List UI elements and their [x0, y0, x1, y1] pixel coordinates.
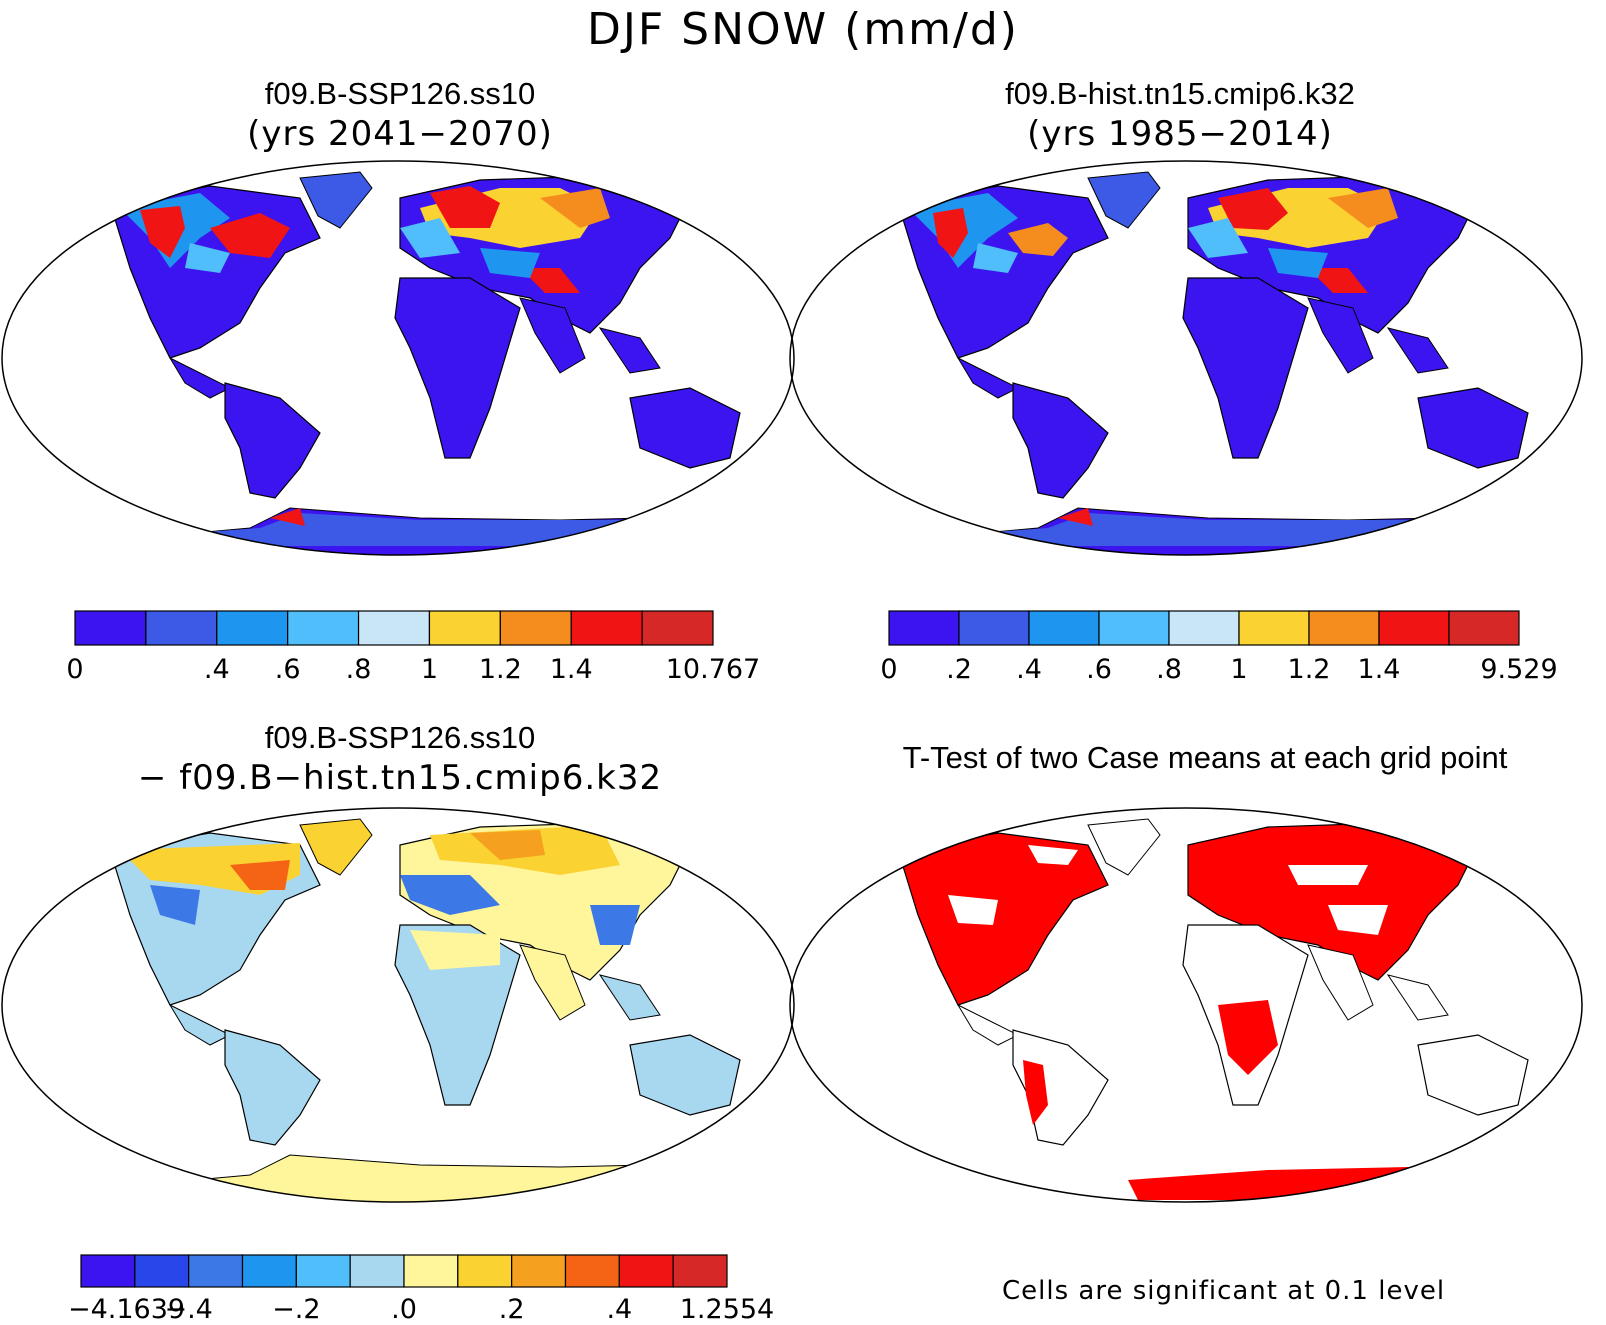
colorbar-swatch — [457, 1254, 513, 1288]
colorbar-swatch — [672, 1254, 728, 1288]
colorbar-tick-label: 9.529 — [1480, 654, 1558, 685]
panel-historical-title: f09.B-hist.tn15.cmip6.k32 — [1005, 76, 1355, 111]
colorbar-swatch — [1098, 610, 1170, 646]
panel-difference-subtitle: − f09.B−hist.tn15.cmip6.k32 — [137, 758, 663, 798]
colorbar-swatch — [349, 1254, 405, 1288]
colorbar-tick-label: 1 — [420, 654, 439, 685]
colorbar-swatch — [499, 610, 572, 646]
panel-historical-subtitle: (yrs 1985−2014) — [1027, 114, 1333, 154]
colorbar-tick-label: 1.4 — [549, 654, 593, 685]
colorbar-tick-label: 1.4 — [1357, 654, 1401, 685]
colorbar-swatch — [1448, 610, 1520, 646]
colorbar-swatch — [188, 1254, 244, 1288]
colorbar-swatch — [357, 610, 431, 646]
colorbar-tick-label: 0 — [880, 654, 898, 685]
colorbar-tick-label: .4 — [203, 654, 230, 685]
panel-future-title: f09.B-SSP126.ss10 — [264, 76, 536, 111]
colorbar-difference — [80, 1254, 728, 1288]
colorbar-historical — [888, 610, 1520, 646]
colorbar-tick-label: −4.1639 — [68, 1294, 186, 1325]
colorbar-future-labels: 0 .4 .6 .8 1 1.2 1.4 10.767 — [66, 654, 774, 688]
colorbar-swatch — [74, 610, 147, 646]
colorbar-tick-label: 1.2 — [478, 654, 522, 685]
colorbar-tick-label: .2 — [498, 1294, 525, 1325]
colorbar-difference-labels: −4.1639 −.4 −.2 .0 .2 .4 1.2554 — [68, 1294, 800, 1325]
figure-title: DJF SNOW (mm/d) — [587, 4, 1019, 55]
colorbar-swatch — [1308, 610, 1380, 646]
map-ttest — [788, 805, 1584, 1205]
colorbar-tick-label: .8 — [1156, 654, 1182, 685]
colorbar-tick-label: .4 — [606, 1294, 633, 1325]
colorbar-tick-label: 1.2 — [1287, 654, 1331, 685]
colorbar-swatch — [618, 1254, 674, 1288]
colorbar-swatch — [570, 610, 643, 646]
colorbar-swatch — [80, 1254, 136, 1288]
colorbar-tick-label: .6 — [1086, 654, 1112, 685]
colorbar-tick-label: .6 — [274, 654, 301, 685]
colorbar-swatch — [511, 1254, 567, 1288]
colorbar-swatch — [241, 1254, 297, 1288]
colorbar-swatch — [958, 610, 1030, 646]
colorbar-tick-label: .2 — [946, 654, 972, 685]
colorbar-tick-label: .0 — [391, 1294, 417, 1325]
colorbar-tick-label: .4 — [1016, 654, 1042, 685]
colorbar-swatch — [295, 1254, 351, 1288]
colorbar-tick-label: 0 — [66, 654, 84, 685]
colorbar-tick-label: 1.2554 — [679, 1294, 775, 1325]
colorbar-swatch — [1378, 610, 1450, 646]
colorbar-swatch — [1238, 610, 1310, 646]
colorbar-tick-label: 1 — [1230, 654, 1248, 685]
colorbar-swatch — [1168, 610, 1240, 646]
colorbar-swatch — [428, 610, 501, 646]
map-future — [0, 158, 796, 558]
colorbar-swatch — [888, 610, 960, 646]
significance-note: Cells are significant at 0.1 level — [1002, 1276, 1446, 1306]
colorbar-swatch — [145, 610, 218, 646]
colorbar-swatch — [1028, 610, 1100, 646]
colorbar-swatch — [403, 1254, 459, 1288]
colorbar-future — [74, 610, 714, 646]
colorbar-swatch — [641, 610, 714, 646]
colorbar-swatch — [564, 1254, 620, 1288]
colorbar-tick-label: 10.767 — [665, 654, 761, 685]
colorbar-tick-label: −.4 — [164, 1294, 213, 1325]
panel-difference-title: f09.B-SSP126.ss10 — [264, 720, 536, 755]
colorbar-tick-label: .8 — [345, 654, 372, 685]
colorbar-tick-label: −.2 — [272, 1294, 321, 1325]
colorbar-swatch — [216, 610, 289, 646]
map-historical — [788, 158, 1584, 558]
panel-future-subtitle: (yrs 2041−2070) — [247, 114, 553, 154]
colorbar-swatch — [134, 1254, 190, 1288]
panel-ttest-title: T-Test of two Case means at each grid po… — [902, 740, 1508, 775]
map-difference — [0, 805, 796, 1205]
colorbar-historical-labels: 0 .2 .4 .6 .8 1 1.2 1.4 9.529 — [880, 654, 1588, 688]
colorbar-swatch — [287, 610, 360, 646]
